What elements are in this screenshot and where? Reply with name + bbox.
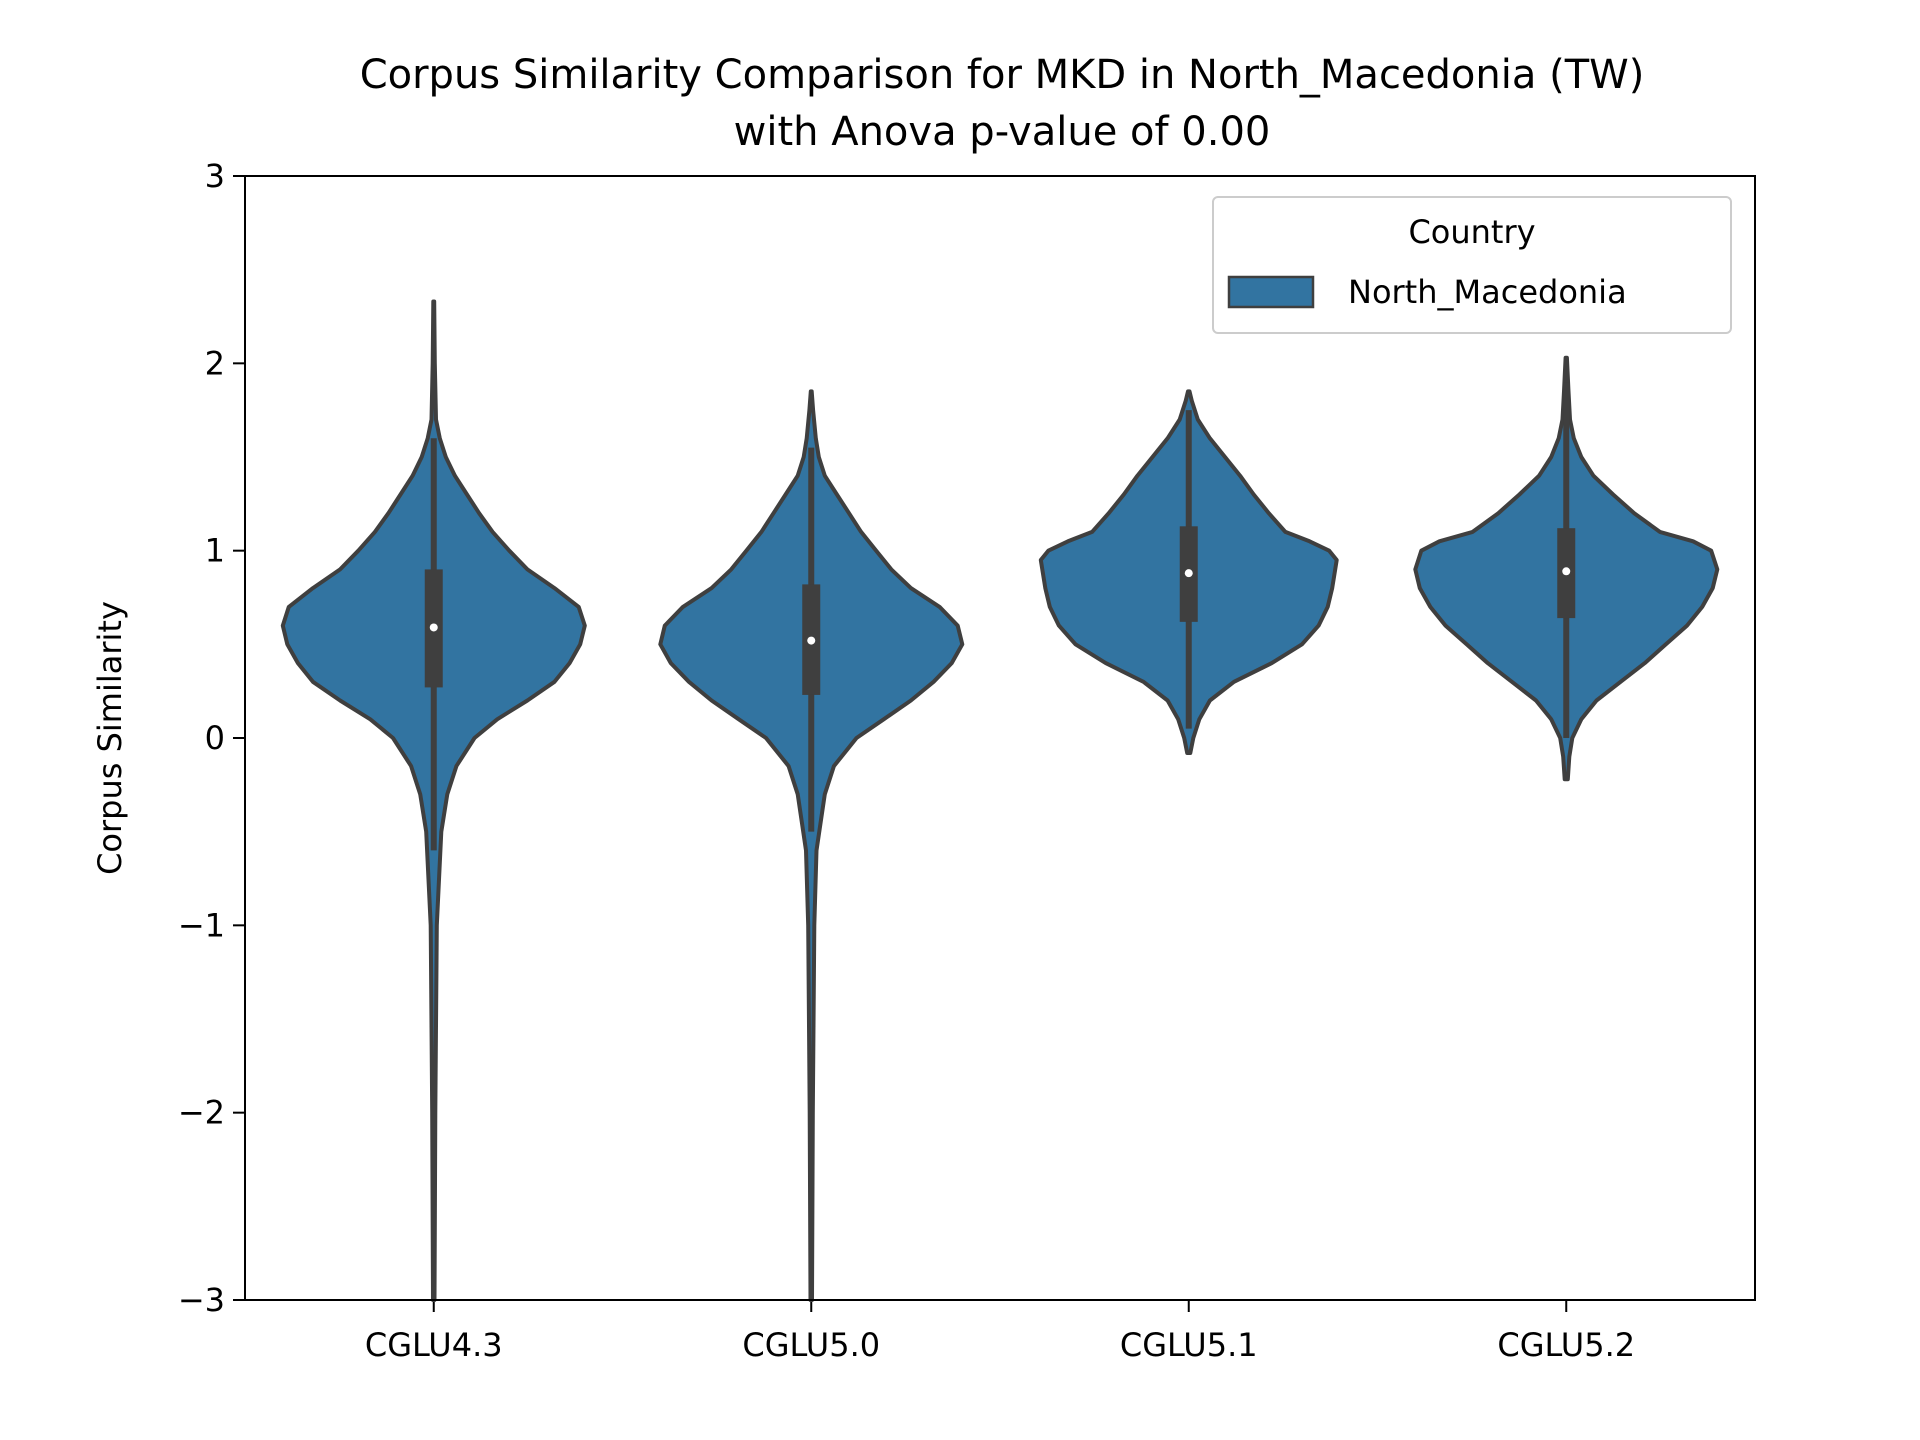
chart-title-line-2: with Anova p-value of 0.00 — [734, 109, 1271, 155]
legend-title: Country — [1408, 213, 1535, 251]
y-tick-label: 3 — [205, 157, 225, 195]
legend-swatch — [1227, 275, 1315, 309]
x-tick-label: CGLU4.3 — [365, 1326, 503, 1364]
legend-frame — [1212, 196, 1732, 334]
median-dot — [1562, 567, 1571, 576]
median-dot — [429, 623, 438, 632]
x-tick-label: CGLU5.0 — [742, 1326, 880, 1364]
y-tick-label: −2 — [178, 1094, 225, 1132]
chart-title-line-1: Corpus Similarity Comparison for MKD in … — [360, 52, 1645, 98]
legend-entry-north-macedonia: North_Macedonia — [1348, 273, 1627, 311]
y-axis-label: Corpus Similarity — [91, 601, 129, 875]
plot-frame — [244, 175, 1756, 1301]
y-tick-label: 1 — [205, 532, 225, 570]
x-tick-label: CGLU5.2 — [1497, 1326, 1635, 1364]
legend: Country North_Macedonia — [1212, 196, 1732, 334]
x-tick-label: CGLU5.1 — [1120, 1326, 1258, 1364]
y-tick-label: 2 — [205, 344, 225, 382]
plot-area: 3 2 1 0 −1 −2 −3 CGLU4.3 CGLU5.0 CGLU5.1 CGLU5.2 — [178, 157, 1720, 1364]
violin-cglu5-0 — [658, 389, 965, 1302]
y-tick-label: −1 — [178, 906, 225, 944]
y-tick-label: −3 — [178, 1281, 225, 1319]
median-dot — [1184, 569, 1193, 578]
median-dot — [807, 636, 816, 645]
y-tick-label: 0 — [205, 719, 225, 757]
